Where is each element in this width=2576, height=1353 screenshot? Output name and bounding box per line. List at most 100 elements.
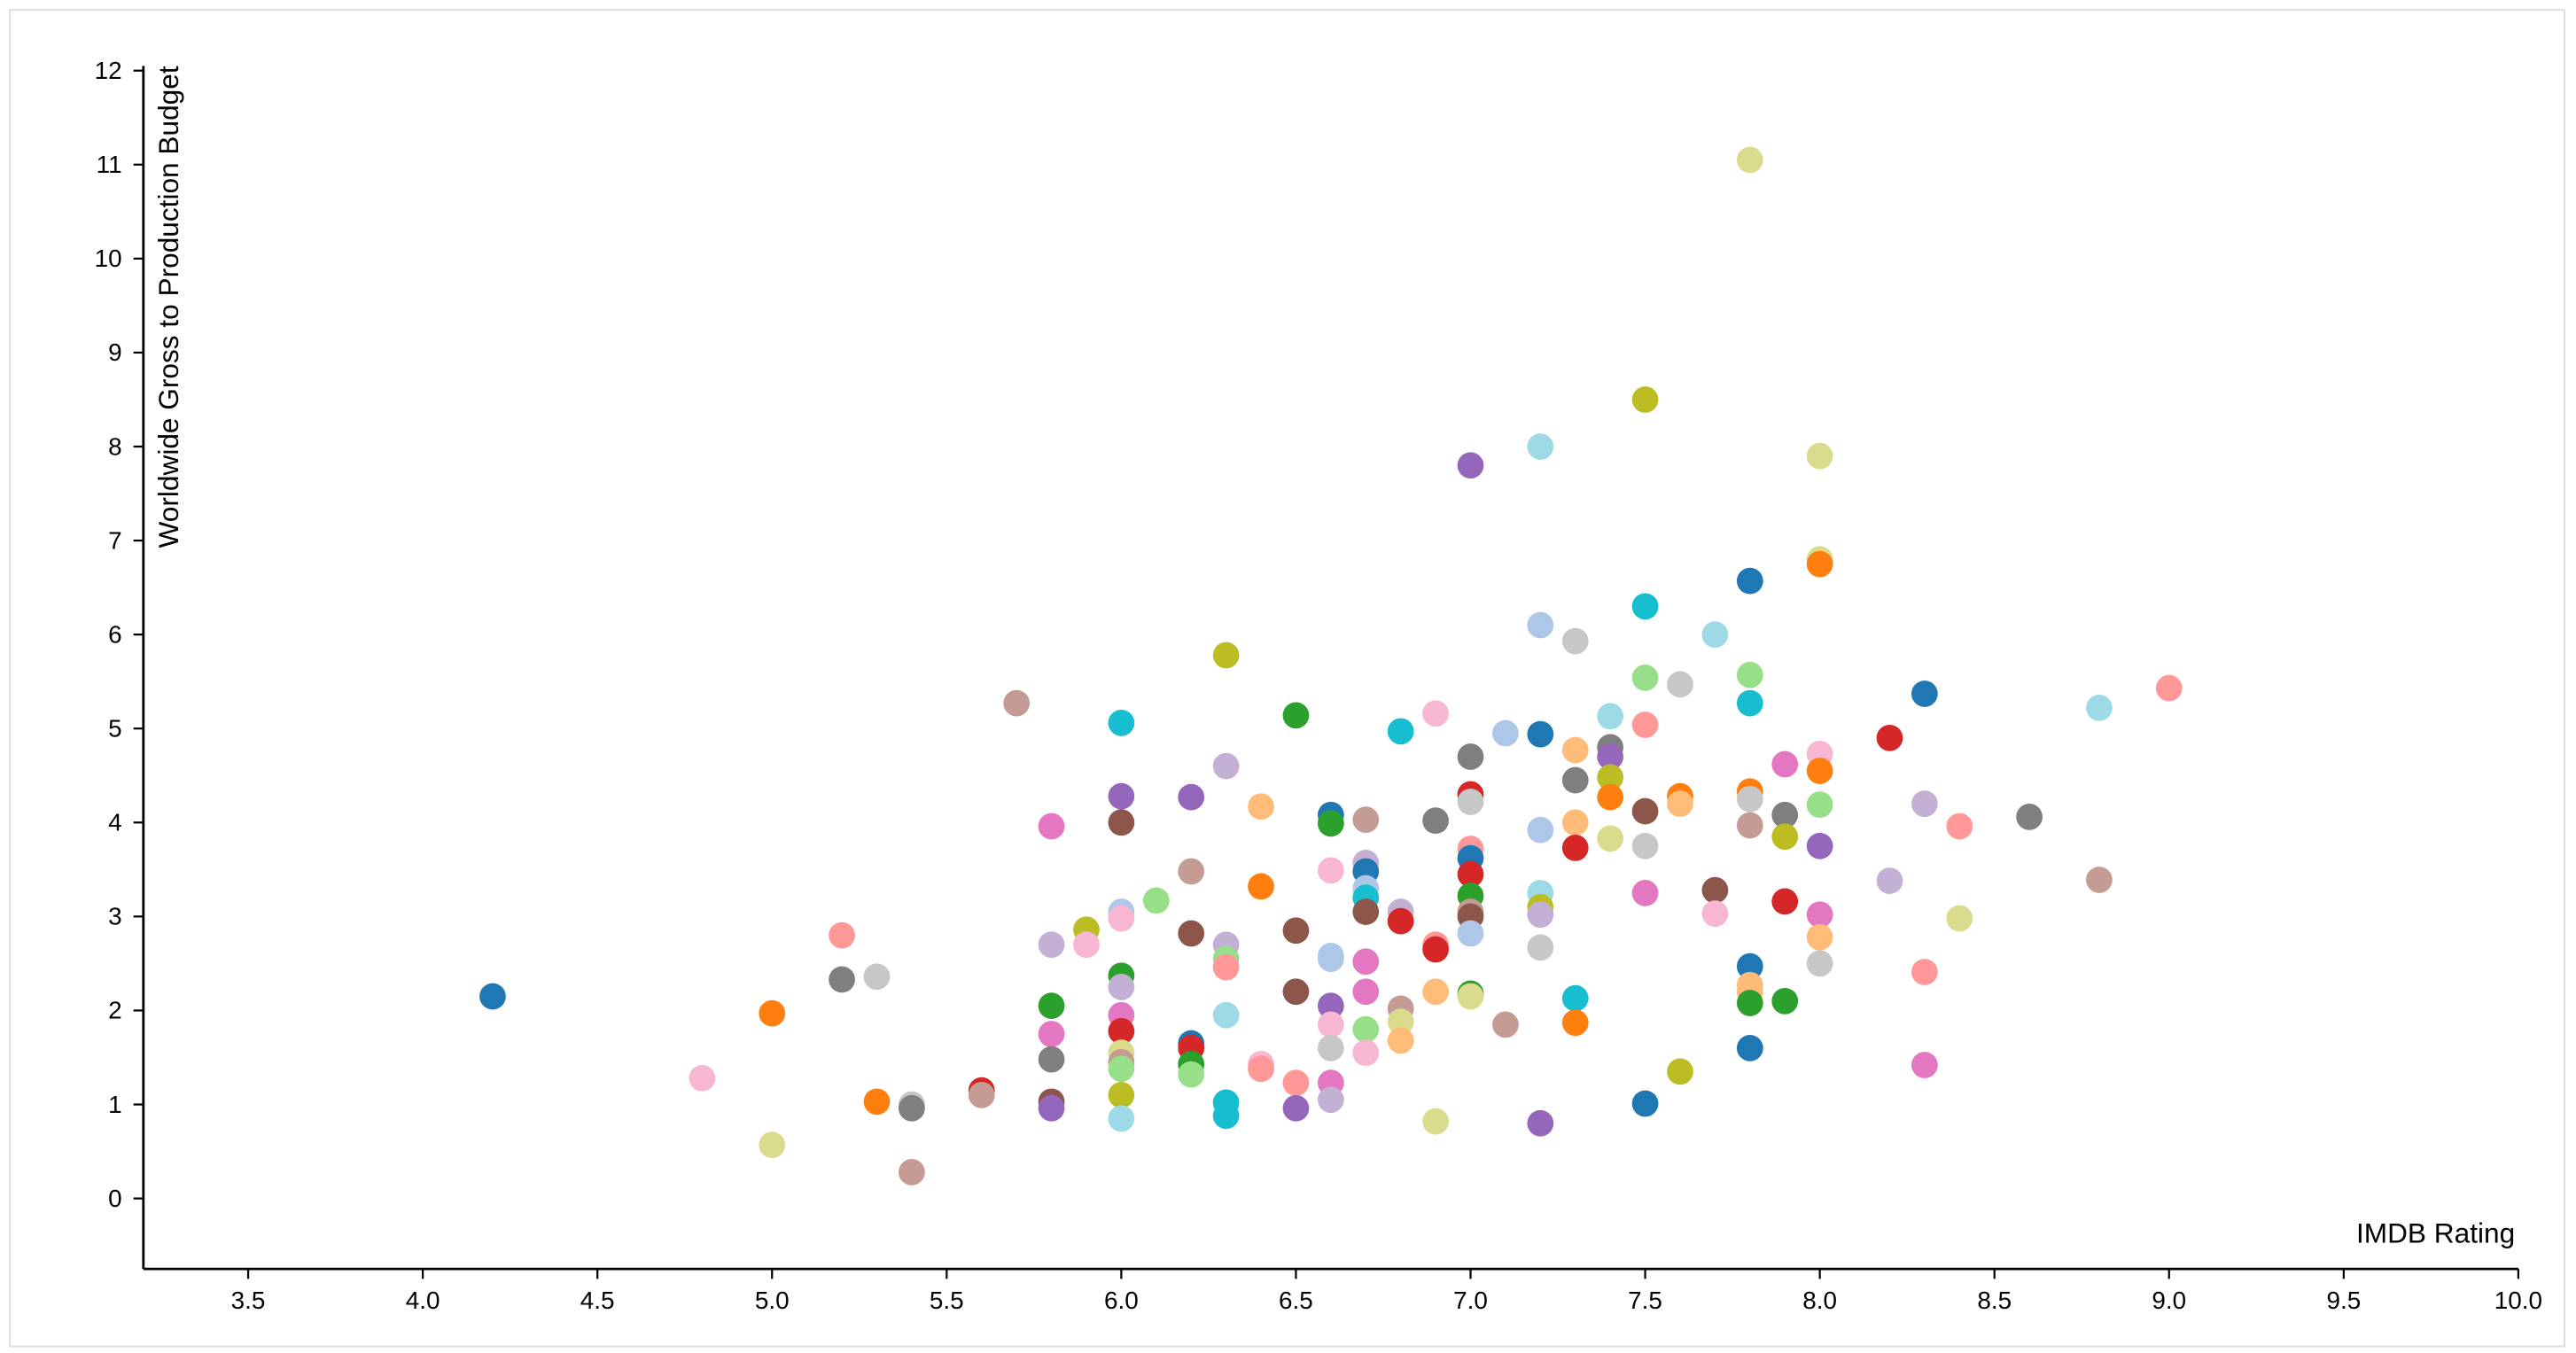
point [1038,1046,1065,1073]
y-tick-label: 8 [108,432,122,460]
point [1457,743,1484,770]
point [1631,665,1659,691]
point [1597,783,1624,811]
point [1387,1008,1414,1036]
point [1108,1017,1135,1045]
point [1038,1094,1065,1122]
x-tick-label: 7.5 [1628,1287,1662,1314]
point [1736,990,1763,1016]
point [1422,936,1449,963]
point [1108,974,1135,1000]
point [1911,959,1938,985]
point [1212,1001,1240,1029]
point [829,966,855,993]
point [1212,953,1240,981]
point [1317,857,1344,884]
point [1108,905,1135,932]
y-tick-label: 3 [108,903,122,930]
point [1038,813,1065,840]
x-tick-label: 9.5 [2326,1287,2361,1314]
point [1422,978,1449,1006]
point [1527,433,1554,460]
point [1946,813,1973,840]
point [1771,801,1799,828]
point [899,1159,925,1186]
point [1352,806,1380,833]
point [1527,1109,1554,1137]
point [1457,860,1484,888]
point [1527,611,1554,639]
x-axis-title: IMDB Rating [2356,1217,2515,1248]
y-tick-label: 10 [95,245,122,272]
point [1457,789,1484,815]
point [1911,1052,1938,1078]
point [1108,809,1135,836]
point [1527,901,1554,929]
point [1317,810,1344,837]
point [1527,816,1554,844]
y-tick-label: 4 [108,809,122,836]
point [1597,743,1624,770]
point [1212,752,1240,780]
point [1387,1027,1414,1054]
x-tick-label: 4.0 [406,1287,440,1314]
point [1317,1011,1344,1038]
point [1492,1011,1519,1038]
point [1422,807,1449,835]
point [1422,1108,1449,1135]
point [1457,452,1484,479]
point [1806,923,1833,951]
point [1771,823,1799,851]
point [1142,887,1170,914]
y-tick-label: 7 [108,526,122,554]
point [1736,953,1763,980]
point [1178,783,1205,811]
point [1561,835,1589,861]
point [1108,782,1135,810]
point [1631,711,1659,738]
point [1457,983,1484,1010]
point [1108,1105,1135,1132]
point [759,999,786,1027]
point [1317,1086,1344,1114]
point [1248,873,1274,900]
y-tick-label: 12 [95,57,122,84]
point [1248,793,1274,820]
y-tick-label: 5 [108,715,122,743]
y-tick-label: 0 [108,1185,122,1212]
point [899,1094,925,1122]
point [1387,907,1414,935]
point [1282,1094,1310,1122]
point [1806,950,1833,977]
point [1631,879,1659,906]
point [1527,934,1554,961]
point [1492,719,1519,747]
point [1352,978,1380,1006]
point [1667,790,1693,817]
x-tick-label: 6.0 [1104,1287,1139,1314]
point [1282,917,1310,945]
point [1806,758,1833,784]
point [1911,680,1938,707]
point [1736,567,1763,595]
point [1631,593,1659,620]
point [1561,984,1589,1012]
point [1457,920,1484,947]
point [1631,386,1659,413]
point [1003,689,1031,717]
y-tick-label: 6 [108,620,122,648]
x-tick-label: 5.0 [755,1287,790,1314]
x-tick-label: 8.5 [1977,1287,2012,1314]
point [1561,809,1589,836]
point [1352,1039,1380,1067]
point [759,1131,786,1159]
point [1736,146,1763,174]
point [1108,1082,1135,1108]
point [1736,661,1763,688]
point [1527,720,1554,748]
point [1701,876,1729,904]
point [1317,945,1344,972]
y-tick-label: 9 [108,338,122,366]
point [1178,858,1205,885]
point [1946,905,1973,932]
